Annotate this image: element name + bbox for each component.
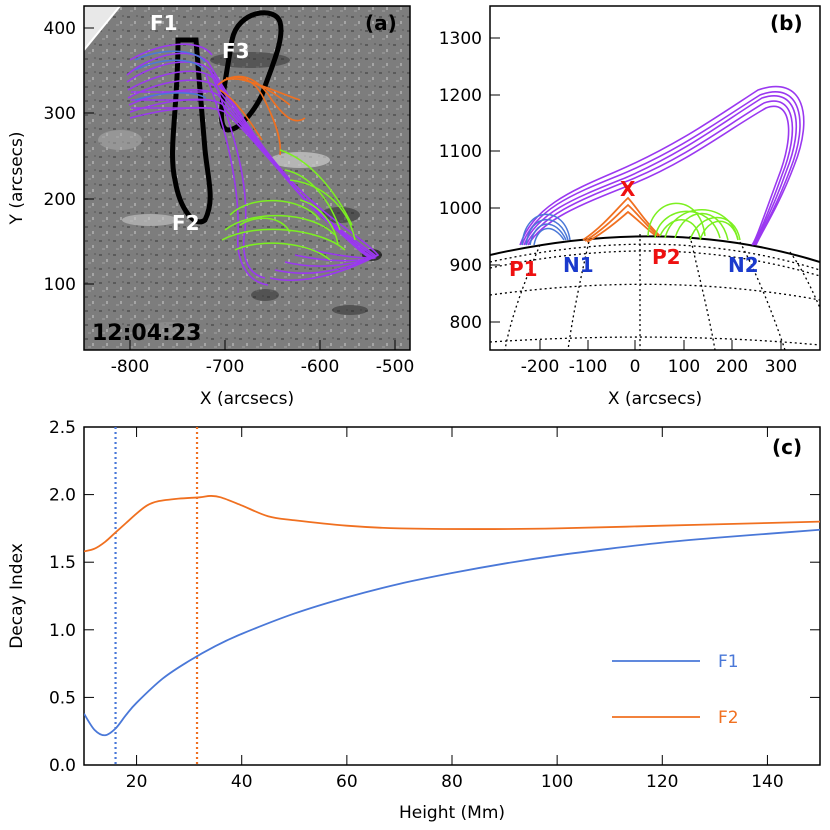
b-ytick: 1200 [439, 86, 482, 106]
b-ytick: 800 [450, 313, 482, 333]
b-ytick: 1100 [439, 142, 482, 162]
y-tick-label: 2.0 [49, 486, 76, 506]
b-xtick: 200 [716, 357, 748, 377]
a-xtick: -600 [301, 357, 340, 377]
b-ytick: 1300 [439, 29, 482, 49]
threshold-lines [114, 427, 199, 765]
a-xtick: -700 [206, 357, 245, 377]
b-blue-lines [521, 213, 571, 246]
a-ylabel: Y (arcsecs) [7, 132, 27, 226]
filament-contour-f2 [170, 37, 213, 225]
legend-label-f2: F2 [718, 708, 739, 728]
c-yticks: 0.0 0.5 1.0 1.5 2.0 2.5 [49, 418, 820, 776]
plot-frame [83, 426, 821, 766]
flux-label-f2: F2 [172, 211, 200, 235]
c-xlabel: Height (Mm) [399, 803, 505, 823]
y-tick-label: 1.0 [49, 621, 76, 641]
c-xticks: 20 40 60 80 100 120 140 [126, 427, 784, 792]
footpoint-n2: N2 [728, 253, 759, 277]
blue-field-lines [134, 50, 207, 101]
b-green-lines [647, 202, 741, 241]
footpoint-n1: N1 [563, 253, 594, 277]
legend-label-f1: F1 [718, 652, 739, 672]
purple-field-lines [126, 43, 380, 286]
solar-limb-grid [490, 233, 820, 350]
b-xtick: 100 [668, 357, 700, 377]
flux-label-f1: F1 [150, 11, 178, 35]
panel-b-xticks: -200 -100 0 100 200 300 [521, 340, 797, 377]
a-ytick: 300 [44, 104, 76, 124]
null-point-marker: X [620, 177, 636, 201]
a-xtick: -800 [111, 357, 150, 377]
x-tick-label: 120 [646, 772, 678, 792]
b-ytick: 900 [450, 256, 482, 276]
y-tick-label: 0.0 [49, 756, 76, 776]
a-ytick: 100 [44, 275, 76, 295]
a-xlabel: X (arcsecs) [200, 389, 294, 409]
footpoint-p2: P2 [652, 245, 681, 269]
footpoint-p1: P1 [509, 257, 538, 281]
b-xlabel: X (arcsecs) [608, 389, 702, 409]
panel-c: 20 40 60 80 100 120 140 0.0 0.5 1.0 1.5 2.0 2.5 (c)… [7, 418, 821, 823]
b-xtick: -200 [521, 357, 560, 377]
b-xtick: 0 [630, 357, 641, 377]
a-ytick: 400 [44, 19, 76, 39]
series-line-f1 [84, 528, 820, 737]
b-purple-lines [519, 85, 805, 246]
panel-b-yticks: 800 900 1000 1100 1200 1300 [439, 29, 500, 333]
b-ytick: 1000 [439, 199, 482, 219]
x-tick-label: 80 [441, 772, 463, 792]
panel-a-yticks: 100 200 300 400 [44, 19, 94, 295]
decay-index-series [84, 495, 820, 737]
x-tick-label: 140 [751, 772, 783, 792]
series-line-f2 [84, 495, 820, 553]
panel-a: F1 F2 F3 (a) 12:04:23 -800 -700 -600 -50… [7, 5, 415, 409]
panel-a-xticks: -800 -700 -600 -500 [111, 340, 415, 377]
green-field-lines [221, 149, 356, 261]
panel-label-b: (b) [770, 11, 803, 35]
b-xtick: 300 [765, 357, 797, 377]
x-tick-label: 60 [336, 772, 358, 792]
orange-field-lines [217, 75, 306, 156]
a-ytick: 200 [44, 190, 76, 210]
panel-b-field-lines [519, 85, 805, 246]
flux-label-f3: F3 [222, 39, 250, 63]
b-xtick: -100 [569, 357, 608, 377]
b-orange-lines [582, 196, 661, 243]
panel-label-c: (c) [772, 435, 802, 459]
x-tick-label: 20 [126, 772, 148, 792]
legend: F1 F2 [612, 652, 739, 728]
timestamp: 12:04:23 [92, 321, 201, 346]
y-tick-label: 2.5 [49, 418, 76, 438]
x-tick-label: 100 [541, 772, 573, 792]
a-xtick: -500 [376, 357, 415, 377]
panel-b: P1 N1 P2 N2 X (b) -200 -100 0 100 200 30… [439, 5, 821, 409]
x-tick-label: 40 [231, 772, 253, 792]
y-tick-label: 0.5 [49, 688, 76, 708]
c-ylabel: Decay Index [7, 543, 27, 649]
magnetogram-features [84, 6, 382, 338]
y-tick-label: 1.5 [49, 553, 76, 573]
panel-label-a: (a) [365, 11, 397, 35]
